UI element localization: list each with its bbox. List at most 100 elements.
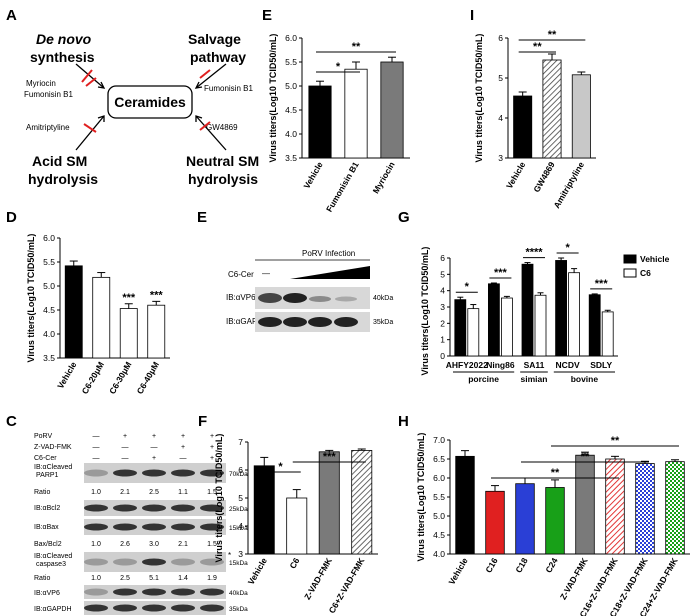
c6-cer-dash: — [262,269,270,278]
significance-stars: *** [150,289,164,301]
blot-band [142,588,166,596]
treatment-sign: + [181,444,185,451]
ratio-value: 5.1 [149,575,159,582]
chart-f: 3 4 5 6 7 Virus titers(Log10 TCID50/mL) Vehicl… [214,434,378,615]
y-tick-label: 4.0 [43,329,55,339]
synthesis-label: synthesis [30,49,95,65]
treatment-sign: + [210,455,214,462]
bar [455,455,475,555]
blot-band [113,523,137,531]
blot-band [113,504,137,512]
bar [351,449,373,555]
bar [521,263,534,357]
y-tick-label: 6.0 [433,473,445,483]
x-tick-label: GW4869 [531,160,557,194]
significance-stars: ** [551,467,560,479]
y-tick-label: 4 [238,521,243,531]
bar [500,297,513,357]
blot-band [171,558,195,566]
x-tick-label: Ning86 [486,360,515,370]
panel-letter-d: D [6,209,17,226]
blot-label-line2: PARP1 [36,472,59,479]
significance-stars: *** [595,278,609,290]
y-tick-label: 3.5 [43,353,55,363]
y-axis-label: Virus titers(Log10 TCID50/mL) [416,433,426,562]
blot-band [142,523,166,531]
y-tick-label: 4.5 [43,305,55,315]
x-tick-label: Vehicle [301,160,324,191]
x-tick-label: C18 [513,556,530,575]
y-tick-label: 5 [238,493,243,503]
blot-label: IB:αVP6 [34,590,60,597]
blot-band [200,558,224,566]
significance-stars: * [336,61,341,73]
blot-band [142,469,166,477]
blot-band [200,588,224,596]
treatment-sign: — [93,444,100,451]
vp6-blot-label: IB:αVP6 [226,293,256,302]
host-group-label: simian [521,374,548,384]
fumonisin-label-left: Fumonisin B1 [24,90,73,99]
y-tick-label: 5.0 [285,81,297,91]
mw-marker: 25kDa [229,506,248,513]
significance-stars: *** [122,292,136,304]
treatment-sign: + [210,444,214,451]
ratio-value: 2.1 [120,489,130,496]
blot-band [200,523,224,531]
y-tick-label: 4.0 [433,549,445,559]
bar [635,463,655,555]
blot-label-line2: caspase3 [36,561,66,568]
y-tick-label: 3.5 [285,153,297,163]
x-tick-label: NCDV [556,360,580,370]
significance-stars: ** [611,435,620,447]
chart-e: 3.5 4.0 4.5 5.0 5.5 6.0 Virus titers(Log10 TCI… [268,33,410,214]
blot-band [200,469,224,477]
chart-i: 3 4 5 6 Virus titers(Log10 TCID50/mL) Vehicle… [474,29,596,210]
treatment-row-label: C6-Cer [34,455,57,462]
ratio-value: 2.6 [120,541,130,548]
blot-band [171,469,195,477]
c6-cer-label: C6-Cer [228,270,254,279]
x-tick-label: Amitriptyline [551,160,586,210]
y-tick-label: 6.0 [285,33,297,43]
blot-band [171,523,195,531]
bar [308,85,332,159]
pathway-label: pathway [190,49,246,65]
blot-band [84,604,108,612]
y-tick-label: 2 [440,318,445,328]
x-tick-label: C6+Z-VAD-FMK [327,555,367,615]
ratio-value: 1.0 [91,541,101,548]
chart-h: 4.0 4.5 5.0 5.5 6.0 6.5 7.0 Virus titers(Log10 … [416,433,690,616]
y-tick-label: 5.0 [43,281,55,291]
y-tick-label: 5.5 [43,257,55,267]
bar [588,294,601,357]
x-tick-label: C6-40μM [135,360,161,396]
legend-label: Vehicle [640,254,670,264]
significance-stars: **** [525,247,543,259]
bar [147,304,166,359]
ratio-value: 1.4 [178,575,188,582]
y-tick-label: 1 [440,335,445,345]
blot-band [171,588,195,596]
mw-marker: 40kDa [229,590,248,597]
western-blot-apoptosis: PoRV — + + + + Z-VAD-FMK — — — + + C6-Cer — — + — + IB:αCl… [34,433,248,615]
vp6-mw-marker: 40kDa [373,295,393,302]
ratio-value: 1.0 [91,575,101,582]
gapdh-mw-marker: 35kDa [373,319,393,326]
ratio-value: 1.1 [178,489,188,496]
mw-marker: 35kDa [229,606,248,613]
ceramides-box [107,85,193,119]
treatment-sign: — [93,433,100,440]
y-tick-label: 7 [238,437,243,447]
x-tick-label: SDLY [590,360,612,370]
bar [454,299,467,357]
amitriptyline-label: Amitriptyline [26,123,70,132]
y-axis-label: Virus titers(Log10 TCID50/mL) [474,34,484,163]
y-tick-label: 4.5 [285,105,297,115]
blot-band [142,558,166,566]
bar [344,68,368,159]
x-tick-label: Vehicle [55,360,78,391]
treatment-sign: — [122,444,129,451]
ceramide-pathway-diagram: De novo synthesis Salvage pathway Myrioc… [24,31,259,187]
x-tick-label: C16 [483,556,500,575]
